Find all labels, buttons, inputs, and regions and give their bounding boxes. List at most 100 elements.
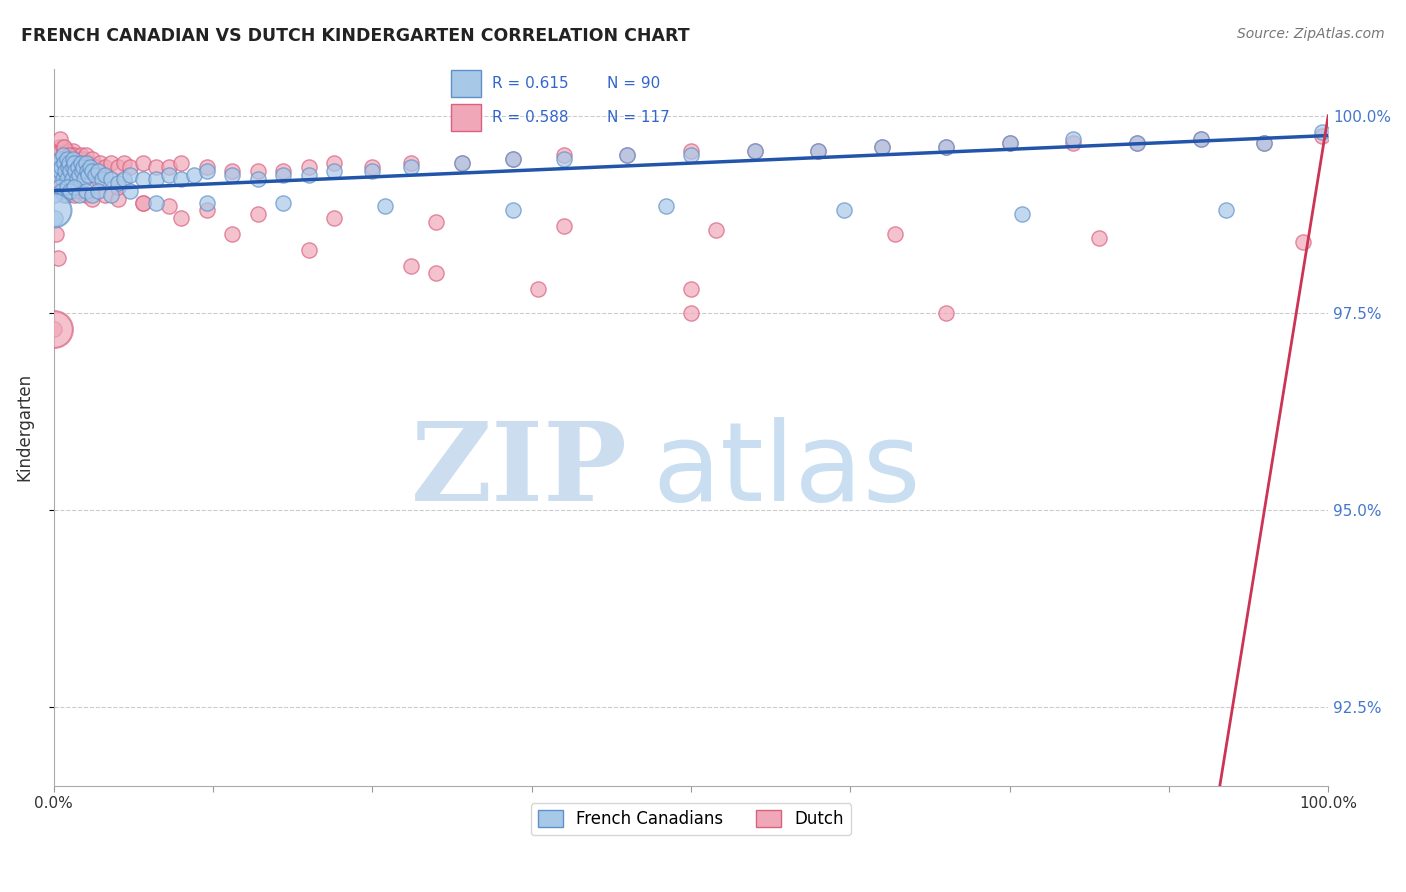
Point: [679, 148, 702, 162]
Point: [80, 164, 103, 178]
Point: [53, 156, 76, 170]
Point: [63, 187, 86, 202]
Point: [60, 172, 83, 186]
Point: [56, 160, 79, 174]
Text: ZIP: ZIP: [411, 417, 627, 524]
Point: [361, 160, 384, 174]
Point: [55, 152, 77, 166]
Point: [157, 168, 180, 182]
Point: [1189, 132, 1212, 146]
Point: [170, 172, 193, 186]
Point: [67, 184, 90, 198]
Point: [56, 152, 79, 166]
Text: FRENCH CANADIAN VS DUTCH KINDERGARTEN CORRELATION CHART: FRENCH CANADIAN VS DUTCH KINDERGARTEN CO…: [21, 27, 690, 45]
Point: [527, 282, 550, 296]
Point: [48, 179, 70, 194]
Point: [75, 184, 97, 198]
Point: [195, 160, 218, 174]
Point: [998, 136, 1021, 151]
Point: [45, 227, 67, 241]
Point: [73, 172, 96, 186]
Point: [1310, 125, 1333, 139]
Point: [72, 152, 94, 166]
Point: [298, 168, 321, 182]
Point: [63, 179, 86, 194]
Y-axis label: Kindergarten: Kindergarten: [15, 373, 32, 481]
Bar: [451, 70, 481, 96]
Point: [807, 145, 830, 159]
Point: [49, 132, 72, 146]
Point: [51, 160, 73, 174]
Point: [53, 184, 76, 198]
Point: [399, 259, 422, 273]
Point: [870, 140, 893, 154]
Point: [59, 184, 82, 198]
Point: [55, 164, 77, 178]
Point: [59, 184, 82, 198]
Point: [450, 156, 472, 170]
Point: [52, 148, 75, 162]
Point: [49, 152, 72, 166]
Point: [70, 164, 93, 178]
Point: [87, 172, 110, 186]
Point: [66, 164, 89, 178]
Point: [80, 152, 103, 166]
Point: [246, 164, 269, 178]
Point: [170, 156, 193, 170]
Point: [883, 227, 905, 241]
Point: [67, 187, 90, 202]
Point: [69, 156, 91, 170]
Point: [399, 160, 422, 174]
Point: [77, 168, 100, 182]
Point: [271, 195, 294, 210]
Point: [271, 164, 294, 178]
Point: [58, 148, 80, 162]
Point: [616, 148, 638, 162]
Point: [246, 207, 269, 221]
Point: [246, 172, 269, 186]
Point: [374, 199, 396, 213]
Point: [52, 172, 75, 186]
Point: [107, 179, 129, 194]
Point: [1011, 207, 1033, 221]
Point: [323, 164, 346, 178]
Point: [42, 321, 65, 335]
Point: [42, 321, 65, 335]
Point: [75, 164, 97, 178]
Point: [45, 152, 67, 166]
Point: [42, 203, 65, 218]
Point: [75, 187, 97, 202]
Point: [450, 156, 472, 170]
Point: [67, 160, 90, 174]
Point: [100, 156, 122, 170]
Point: [298, 243, 321, 257]
Point: [94, 187, 117, 202]
Point: [744, 145, 766, 159]
Point: [132, 156, 155, 170]
Point: [53, 140, 76, 154]
Point: [183, 168, 205, 182]
Point: [55, 179, 77, 194]
Point: [49, 164, 72, 178]
Point: [46, 168, 69, 182]
Point: [67, 168, 90, 182]
Point: [170, 211, 193, 226]
Point: [145, 172, 167, 186]
Point: [58, 148, 80, 162]
Point: [112, 172, 135, 186]
Text: R = 0.615: R = 0.615: [492, 76, 569, 91]
Point: [52, 140, 75, 154]
Point: [69, 148, 91, 162]
Point: [832, 203, 855, 218]
Point: [65, 164, 87, 178]
Point: [553, 219, 575, 234]
Point: [195, 203, 218, 218]
Point: [679, 282, 702, 296]
Point: [361, 164, 384, 178]
Point: [1126, 136, 1149, 151]
Point: [157, 160, 180, 174]
Point: [502, 203, 524, 218]
Point: [107, 192, 129, 206]
Point: [49, 179, 72, 194]
Point: [502, 152, 524, 166]
